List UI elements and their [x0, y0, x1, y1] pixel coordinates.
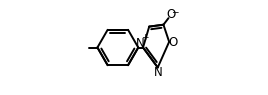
Text: O: O: [168, 36, 177, 49]
Text: +: +: [141, 34, 148, 42]
Text: N: N: [154, 66, 163, 79]
Text: −: −: [171, 7, 178, 16]
Text: N: N: [136, 37, 145, 50]
Text: O: O: [166, 8, 175, 21]
